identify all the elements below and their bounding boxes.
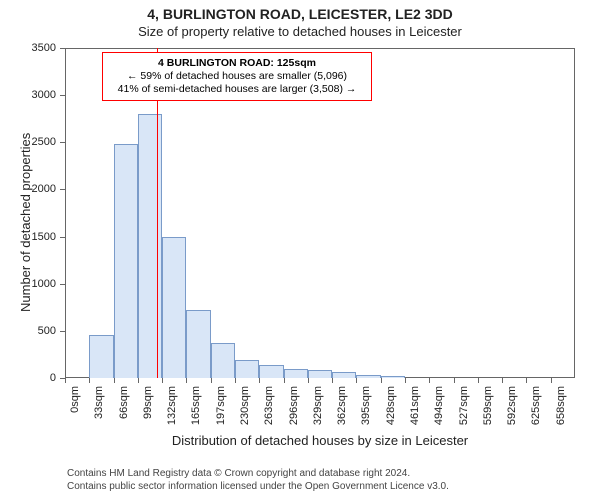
callout-line-2: ← 59% of detached houses are smaller (5,… [109, 70, 365, 83]
x-tick-label: 494sqm [433, 386, 445, 446]
y-tick-mark [60, 331, 65, 332]
x-tick-mark [235, 378, 236, 383]
title-sub: Size of property relative to detached ho… [0, 24, 600, 39]
x-tick-label: 592sqm [506, 386, 518, 446]
x-tick-label: 197sqm [215, 386, 227, 446]
x-tick-mark [526, 378, 527, 383]
x-tick-mark [89, 378, 90, 383]
y-tick-label: 500 [16, 326, 56, 337]
footer-line-2: Contains public sector information licen… [67, 481, 449, 494]
bar [186, 310, 210, 378]
x-tick-mark [138, 378, 139, 383]
x-tick-mark [65, 378, 66, 383]
x-tick-label: 263sqm [263, 386, 275, 446]
y-tick-mark [60, 189, 65, 190]
bar [356, 375, 380, 378]
callout-box: 4 BURLINGTON ROAD: 125sqm ← 59% of detac… [102, 52, 372, 101]
x-tick-mark [454, 378, 455, 383]
x-tick-label: 132sqm [166, 386, 178, 446]
bar [138, 114, 162, 378]
x-tick-mark [186, 378, 187, 383]
x-tick-label: 362sqm [336, 386, 348, 446]
x-tick-label: 428sqm [385, 386, 397, 446]
bar [235, 360, 259, 378]
y-tick-label: 3000 [16, 90, 56, 101]
bar [162, 237, 186, 378]
y-tick-mark [60, 284, 65, 285]
x-tick-mark [478, 378, 479, 383]
bar [308, 370, 332, 378]
x-tick-mark [502, 378, 503, 383]
x-tick-mark [308, 378, 309, 383]
x-tick-label: 625sqm [530, 386, 542, 446]
x-tick-label: 527sqm [458, 386, 470, 446]
x-tick-mark [551, 378, 552, 383]
x-tick-label: 165sqm [190, 386, 202, 446]
bar [259, 365, 283, 378]
x-tick-label: 33sqm [93, 386, 105, 446]
y-tick-label: 2000 [16, 184, 56, 195]
y-tick-label: 1500 [16, 232, 56, 243]
x-tick-label: 0sqm [69, 386, 81, 446]
x-tick-label: 99sqm [142, 386, 154, 446]
title-main: 4, BURLINGTON ROAD, LEICESTER, LE2 3DD [0, 6, 600, 22]
x-tick-label: 296sqm [288, 386, 300, 446]
y-tick-mark [60, 48, 65, 49]
bar [284, 369, 308, 378]
x-tick-label: 66sqm [118, 386, 130, 446]
bar [332, 372, 356, 378]
x-tick-mark [162, 378, 163, 383]
x-tick-mark [381, 378, 382, 383]
x-tick-label: 230sqm [239, 386, 251, 446]
y-tick-mark [60, 142, 65, 143]
x-tick-mark [259, 378, 260, 383]
footer-line-1: Contains HM Land Registry data © Crown c… [67, 468, 449, 481]
x-tick-label: 329sqm [312, 386, 324, 446]
y-tick-label: 1000 [16, 279, 56, 290]
y-tick-mark [60, 95, 65, 96]
bar [114, 144, 138, 378]
y-tick-label: 3500 [16, 43, 56, 54]
x-tick-mark [405, 378, 406, 383]
x-tick-mark [429, 378, 430, 383]
x-tick-mark [332, 378, 333, 383]
footer: Contains HM Land Registry data © Crown c… [67, 468, 449, 493]
y-tick-label: 2500 [16, 137, 56, 148]
callout-line-3: 41% of semi-detached houses are larger (… [109, 83, 365, 96]
x-tick-mark [211, 378, 212, 383]
x-tick-label: 461sqm [409, 386, 421, 446]
y-tick-mark [60, 237, 65, 238]
x-tick-mark [356, 378, 357, 383]
callout-line-1: 4 BURLINGTON ROAD: 125sqm [109, 57, 365, 70]
x-tick-label: 395sqm [360, 386, 372, 446]
figure: 4, BURLINGTON ROAD, LEICESTER, LE2 3DD S… [0, 0, 600, 500]
x-tick-label: 658sqm [555, 386, 567, 446]
bar [89, 335, 113, 378]
x-tick-mark [284, 378, 285, 383]
bar [381, 376, 405, 378]
y-tick-label: 0 [16, 373, 56, 384]
bar [211, 343, 235, 378]
x-tick-mark [114, 378, 115, 383]
x-tick-label: 559sqm [482, 386, 494, 446]
